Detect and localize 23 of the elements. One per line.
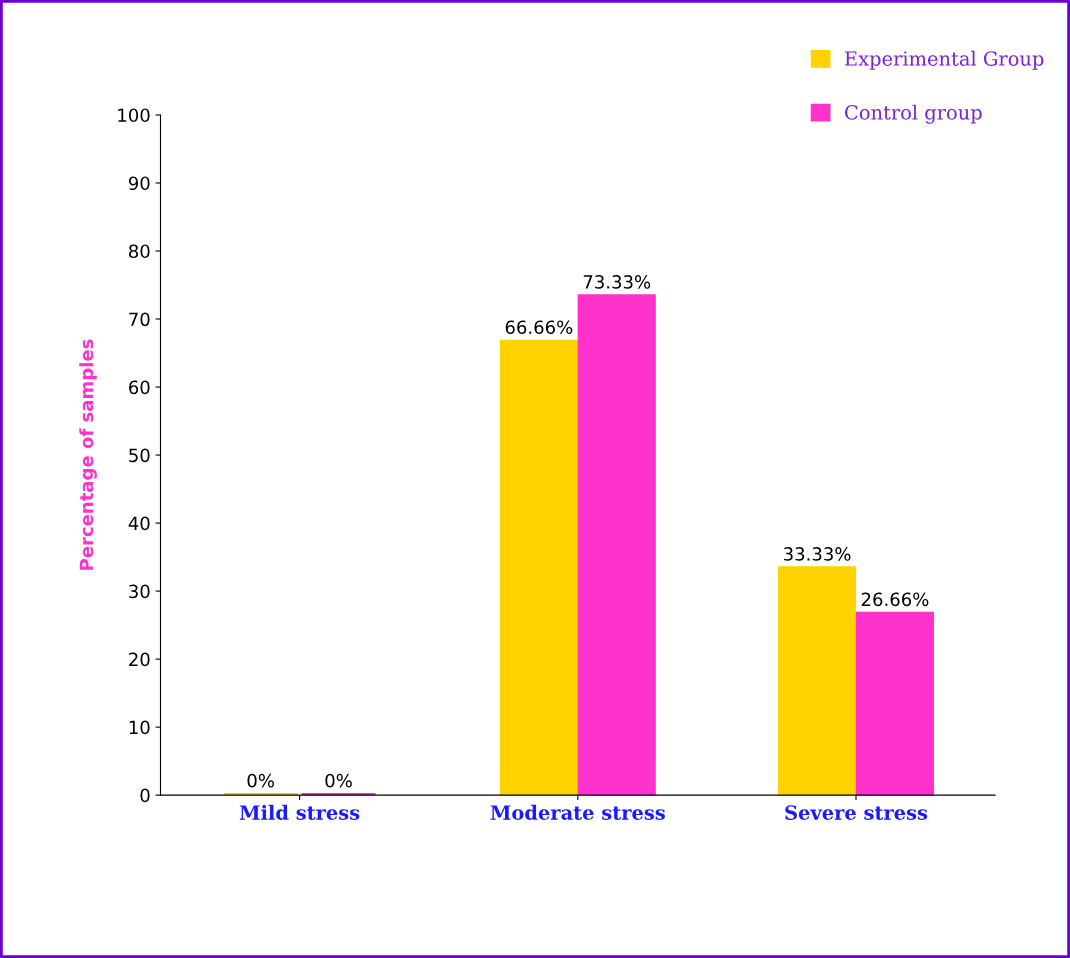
y-tick-label: 10: [129, 720, 150, 735]
y-tick-label: 90: [128, 176, 150, 191]
x-tick-label: Mild stress: [239, 804, 360, 820]
y-tick-label: 0: [140, 788, 150, 803]
x-tick-label: Severe stress: [785, 805, 928, 820]
y-tick-label: 50: [129, 448, 150, 463]
data-label: 73.33%: [583, 275, 651, 289]
data-label: 0%: [247, 773, 274, 788]
legend-label: Control group: [845, 104, 982, 124]
y-tick-label: 100: [118, 108, 150, 123]
y-tick-label: 80: [129, 244, 150, 259]
y-axis-title: Percentage of samples: [79, 339, 97, 570]
data-label: 0%: [325, 773, 352, 788]
legend-label: Experimental Group: [845, 50, 1044, 70]
data-label: 66.66%: [505, 320, 573, 335]
y-tick-label: 40: [128, 516, 150, 531]
y-tick-label: 30: [129, 584, 150, 599]
data-label: 26.66%: [861, 592, 929, 607]
y-tick-label: 60: [129, 380, 150, 395]
y-tick-label: 70: [129, 312, 150, 327]
x-tick-label: Moderate stress: [490, 804, 665, 820]
data-label: 33.33%: [784, 547, 851, 561]
y-tick-label: 20: [129, 652, 150, 667]
